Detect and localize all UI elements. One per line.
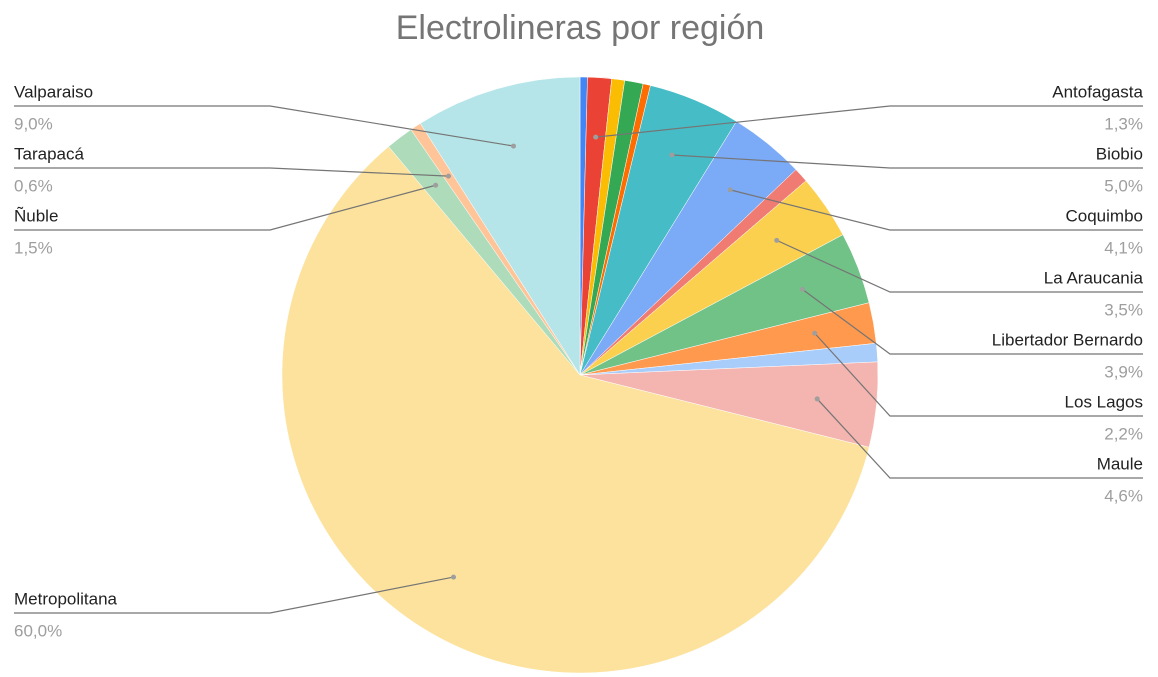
leader-line xyxy=(814,332,1143,417)
slice-value: 3,5% xyxy=(1104,300,1143,319)
slice-value: 1,3% xyxy=(1104,114,1143,133)
slice-label: Ñuble xyxy=(14,206,58,225)
slice-value: 60,0% xyxy=(14,621,62,640)
slice-label: Biobio xyxy=(1096,144,1143,163)
leader-dot xyxy=(727,187,733,193)
slice-label: Metropolitana xyxy=(14,589,118,608)
slice-label: Coquimbo xyxy=(1066,206,1144,225)
slice-value: 1,5% xyxy=(14,238,53,257)
leader-dot xyxy=(451,574,457,580)
leader-line xyxy=(14,167,449,177)
leader-dot xyxy=(433,182,439,188)
leader-dot xyxy=(774,237,780,243)
slice-label: Antofagasta xyxy=(1052,82,1143,101)
leader-line xyxy=(776,239,1143,293)
leader-line xyxy=(595,105,1143,138)
slice-value: 0,6% xyxy=(14,176,53,195)
leader-line xyxy=(14,105,514,147)
slice-value: 9,0% xyxy=(14,114,53,133)
pie-slice xyxy=(281,146,870,674)
leader-line xyxy=(14,576,454,614)
slice-value: 2,2% xyxy=(1104,424,1143,443)
slice-label: Maule xyxy=(1097,454,1143,473)
leader-dot xyxy=(445,173,451,179)
slice-value: 4,6% xyxy=(1104,486,1143,505)
slice-value: 4,1% xyxy=(1104,238,1143,257)
chart-title: Electrolineras por región xyxy=(396,9,765,47)
slice-value: 5,0% xyxy=(1104,176,1143,195)
leader-line xyxy=(671,154,1143,169)
leader-dot xyxy=(593,134,599,140)
leader-dot xyxy=(510,143,516,149)
leader-dot xyxy=(812,330,818,336)
leader-dot xyxy=(814,396,820,402)
leader-line xyxy=(14,184,436,231)
leader-dot xyxy=(669,152,675,158)
leader-line xyxy=(802,288,1143,355)
slice-label: Libertador Bernardo xyxy=(992,330,1143,349)
slice-value: 3,9% xyxy=(1104,362,1143,381)
pie-slice xyxy=(419,76,581,376)
slice-label: La Araucania xyxy=(1044,268,1144,287)
slice-label: Los Lagos xyxy=(1065,392,1143,411)
slice-label: Valparaiso xyxy=(14,82,93,101)
leader-line xyxy=(816,398,1143,479)
leader-dot xyxy=(799,286,805,292)
slice-label: Tarapacá xyxy=(14,144,84,163)
leader-line xyxy=(730,189,1143,231)
